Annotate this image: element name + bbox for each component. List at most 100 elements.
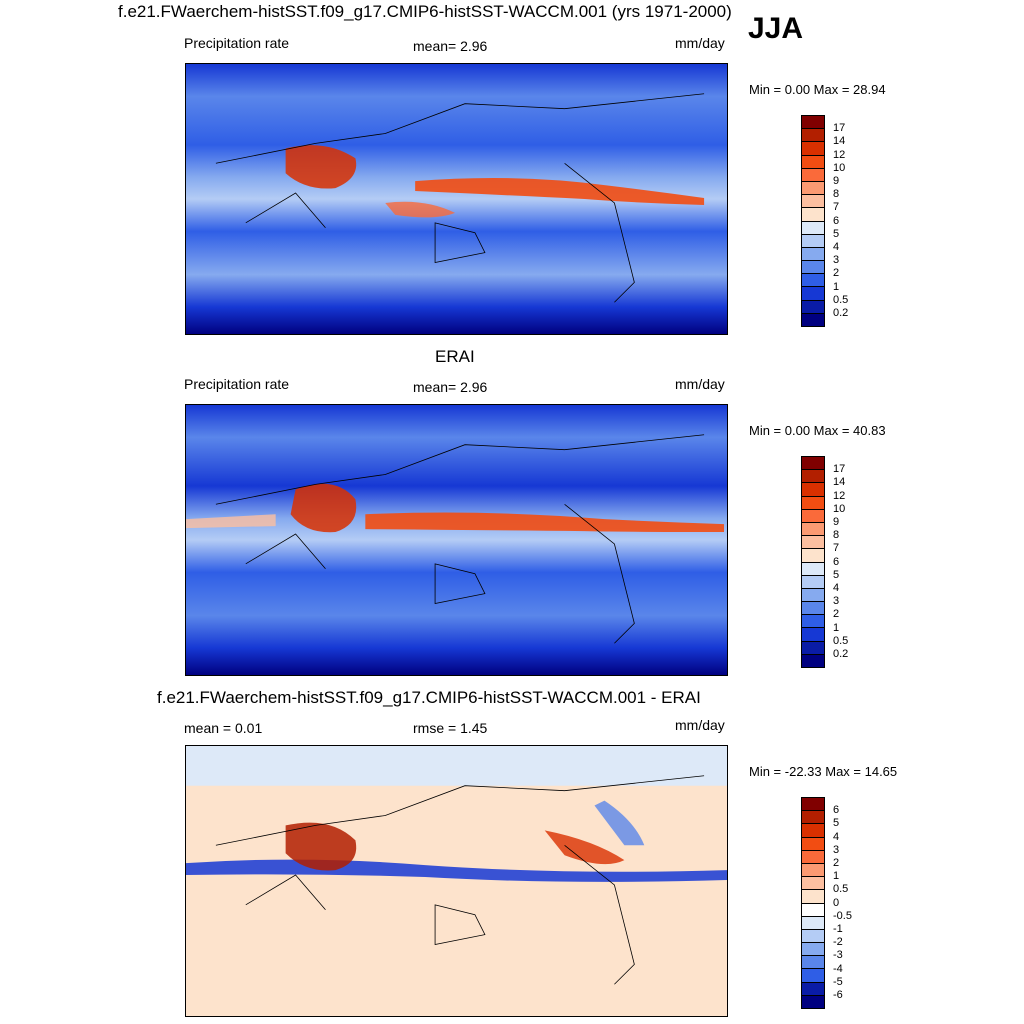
colorbar-swatch <box>801 154 825 168</box>
figure-title: f.e21.FWaerchem-histSST.f09_g17.CMIP6-hi… <box>118 2 732 21</box>
colorbar-swatch <box>801 823 825 837</box>
colorbar-swatch <box>801 299 825 313</box>
colorbar-tick-label: 3 <box>833 254 840 267</box>
colorbar-tick-label: 7 <box>833 542 840 555</box>
colorbar-swatch <box>801 955 825 969</box>
colorbar-swatch <box>801 312 825 327</box>
panel2-variable-label: Precipitation rate <box>184 376 290 392</box>
colorbar-swatch <box>801 233 825 247</box>
colorbar-swatch <box>801 194 825 208</box>
colorbar-tick-label: 0.2 <box>833 648 849 660</box>
colorbar-tick-label: 2 <box>833 857 840 869</box>
panel2-mean-label: mean= 2.96 <box>413 379 488 395</box>
panel2-minmax-label: Min = 0.00 Max = 40.83 <box>749 423 886 438</box>
colorbar-swatch <box>801 968 825 982</box>
panel3-mean-label: mean = 0.01 <box>184 720 263 736</box>
colorbar-tick-label: 1 <box>833 870 840 883</box>
colorbar-swatch <box>801 273 825 287</box>
panel1-units-label: mm/day <box>675 35 725 51</box>
panel2-map-svg <box>186 405 727 675</box>
panel1-map <box>185 63 728 335</box>
colorbar-swatch <box>801 587 825 602</box>
colorbar-tick-label: 1 <box>833 280 840 293</box>
colorbar-tick-label: 4 <box>833 241 840 253</box>
colorbar-swatch <box>801 207 825 221</box>
colorbar-tick-label: 0.5 <box>833 293 849 306</box>
colorbar-tick-label: -6 <box>833 989 843 1001</box>
colorbar-swatch <box>801 260 825 274</box>
colorbar-tick-label: 6 <box>833 804 840 817</box>
colorbar-tick-label: -4 <box>833 962 843 975</box>
colorbar-tick-label: -5 <box>833 975 843 988</box>
colorbar-swatch <box>801 128 825 142</box>
colorbar-swatch <box>801 535 825 549</box>
colorbar-tick-label: 0.5 <box>833 634 849 647</box>
colorbar-tick-label: 5 <box>833 227 840 240</box>
colorbar-tick-label: 9 <box>833 175 840 187</box>
panel3-rmse-label: rmse = 1.45 <box>413 720 488 736</box>
colorbar-tick-label: 3 <box>833 843 840 856</box>
colorbar-swatch <box>801 981 825 995</box>
panel3-minmax-label: Min = -22.33 Max = 14.65 <box>749 764 898 779</box>
colorbar-tick-label: 0.5 <box>833 883 849 896</box>
colorbar-swatch <box>801 902 825 916</box>
panel1-variable-label: Precipitation rate <box>184 35 290 51</box>
colorbar-swatch <box>801 246 825 261</box>
panel2-map <box>185 404 728 676</box>
season-label: JJA <box>748 12 804 45</box>
colorbar-tick-label: 10 <box>833 502 846 515</box>
colorbar-swatch <box>801 521 825 536</box>
colorbar-swatch <box>801 456 825 470</box>
colorbar-swatch <box>801 601 825 615</box>
colorbar-tick-label: 9 <box>833 516 840 528</box>
colorbar-tick-label: 1 <box>833 621 840 634</box>
colorbar-swatch <box>801 574 825 588</box>
colorbar-swatch <box>801 849 825 863</box>
panel3-map-svg <box>186 746 727 1016</box>
colorbar-swatch <box>801 653 825 668</box>
colorbar-swatch <box>801 167 825 181</box>
colorbar-swatch <box>801 627 825 641</box>
colorbar-tick-label: 14 <box>833 476 846 489</box>
colorbar-tick-label: 6 <box>833 555 840 568</box>
panel2-units-label: mm/day <box>675 376 725 392</box>
colorbar-tick-label: 2 <box>833 267 840 280</box>
colorbar-tick-label: 14 <box>833 135 846 148</box>
colorbar-swatch <box>801 495 825 509</box>
colorbar-swatch <box>801 928 825 943</box>
colorbar-swatch <box>801 614 825 628</box>
colorbar-tick-label: 0.2 <box>833 307 849 319</box>
colorbar-tick-label: 5 <box>833 568 840 581</box>
panel1-mean-label: mean= 2.96 <box>413 38 488 54</box>
colorbar-swatch <box>801 548 825 562</box>
colorbar-swatch <box>801 876 825 890</box>
colorbar-swatch <box>801 286 825 300</box>
colorbar-tick-label: 12 <box>833 148 846 161</box>
colorbar-tick-label: 8 <box>833 529 840 542</box>
colorbar-swatch <box>801 942 825 956</box>
colorbar-swatch <box>801 915 825 929</box>
panel1-colorbar <box>801 115 825 327</box>
colorbar-swatch <box>801 810 825 824</box>
panel3-units-label: mm/day <box>675 717 725 733</box>
colorbar-tick-label: 7 <box>833 201 840 214</box>
colorbar-tick-label: -0.5 <box>833 909 852 922</box>
colorbar-swatch <box>801 640 825 654</box>
panel3-colorbar <box>801 797 825 1009</box>
panel2-colorbar <box>801 456 825 668</box>
panel2-title: ERAI <box>435 347 475 366</box>
colorbar-tick-label: -3 <box>833 949 843 962</box>
colorbar-tick-label: 12 <box>833 489 846 502</box>
colorbar-tick-label: -2 <box>833 936 843 949</box>
colorbar-tick-label: 5 <box>833 817 840 830</box>
colorbar-tick-label: 8 <box>833 188 840 201</box>
colorbar-tick-label: 4 <box>833 830 840 843</box>
colorbar-tick-label: 3 <box>833 595 840 608</box>
colorbar-swatch <box>801 482 825 496</box>
panel1-map-svg <box>186 64 727 334</box>
colorbar-tick-label: 6 <box>833 214 840 227</box>
colorbar-swatch <box>801 115 825 129</box>
panel1-minmax-label: Min = 0.00 Max = 28.94 <box>749 82 886 97</box>
colorbar-tick-label: 0 <box>833 896 840 909</box>
colorbar-swatch <box>801 561 825 575</box>
